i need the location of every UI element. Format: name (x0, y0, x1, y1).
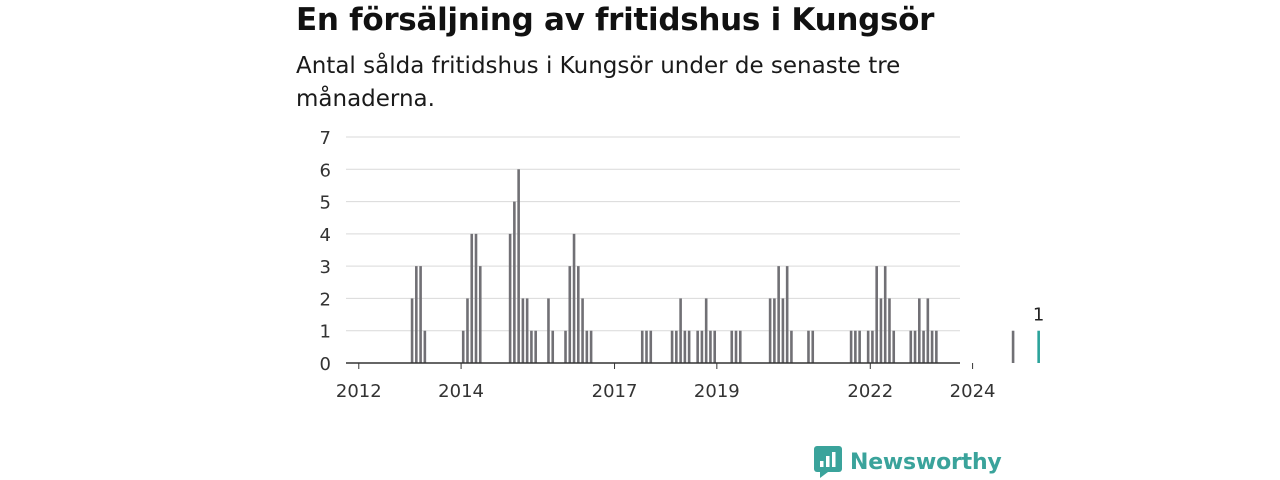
y-tick-label: 1 (320, 322, 331, 343)
bar (807, 330, 810, 363)
bar (670, 330, 674, 363)
bar (1011, 330, 1015, 363)
chart-title: En försäljning av fritidshus i Kungsör (296, 2, 935, 38)
y-tick-label: 2 (320, 289, 331, 310)
bar (730, 330, 734, 363)
bar (704, 298, 708, 363)
bar (790, 330, 793, 363)
bar (568, 266, 572, 363)
bar (423, 330, 427, 363)
y-tick-label: 6 (320, 160, 331, 181)
bar (675, 330, 678, 363)
y-tick-label: 5 (320, 193, 331, 214)
bar (930, 330, 934, 363)
bar (687, 330, 691, 363)
bar (871, 330, 874, 363)
bar (474, 233, 478, 363)
bar (513, 201, 516, 363)
bar (577, 266, 580, 363)
x-tick-label: 2022 (847, 381, 893, 402)
newsworthy-logo-icon (814, 446, 842, 478)
bar (709, 330, 712, 363)
x-tick-label: 2024 (950, 381, 996, 402)
bar (649, 330, 653, 363)
bar (781, 298, 785, 363)
bar (866, 330, 870, 363)
bar (585, 330, 589, 363)
bar (858, 330, 861, 363)
bar (811, 330, 815, 363)
x-tick-label: 2014 (438, 381, 484, 402)
bar (679, 298, 682, 363)
bar (875, 266, 878, 363)
bar (683, 330, 687, 363)
bar (883, 266, 887, 363)
bar (461, 330, 465, 363)
bar (768, 298, 772, 363)
brand-name: Newsworthy (850, 449, 1002, 475)
bar (738, 330, 742, 363)
x-tick-label: 2019 (694, 381, 740, 402)
y-tick-label: 4 (320, 225, 331, 246)
bar (530, 330, 533, 363)
bar (918, 298, 921, 363)
x-tick-label: 2017 (592, 381, 638, 402)
chart-subtitle: Antal sålda fritidshus i Kungsör under d… (296, 53, 901, 112)
bar (935, 330, 938, 363)
bar (547, 298, 550, 363)
bar (470, 233, 474, 363)
bar (892, 330, 896, 363)
bar (734, 330, 738, 363)
bar (773, 298, 776, 363)
y-tick-label: 0 (320, 354, 331, 375)
bar (888, 298, 891, 363)
bar (645, 330, 648, 363)
bar (909, 330, 913, 363)
bar (478, 266, 482, 363)
bar (572, 233, 576, 363)
bar (419, 266, 422, 363)
bar (922, 330, 925, 363)
bar (508, 233, 512, 363)
bar (581, 298, 584, 363)
bar (700, 330, 704, 363)
newsworthy-brand: Newsworthy (814, 446, 1002, 478)
bar (785, 266, 789, 363)
bar (415, 266, 418, 363)
bar (926, 298, 930, 363)
bar (564, 330, 567, 363)
bar (849, 330, 853, 363)
bar (551, 330, 555, 363)
bar (525, 298, 529, 363)
bar (410, 298, 414, 363)
bar (777, 266, 780, 363)
bar (517, 169, 520, 363)
bar (589, 330, 593, 363)
bar (879, 298, 883, 363)
bar (534, 330, 537, 363)
x-tick-label: 2012 (336, 381, 382, 402)
bar (466, 298, 469, 363)
bar (713, 330, 717, 363)
bar (640, 330, 644, 363)
highlight-bar (1037, 330, 1040, 363)
y-tick-label: 7 (320, 128, 331, 149)
y-tick-label: 3 (320, 257, 331, 278)
bar (696, 330, 699, 363)
bar (521, 298, 525, 363)
highlight-data-label: 1 (1033, 305, 1044, 326)
bar (913, 330, 917, 363)
bar (854, 330, 857, 363)
